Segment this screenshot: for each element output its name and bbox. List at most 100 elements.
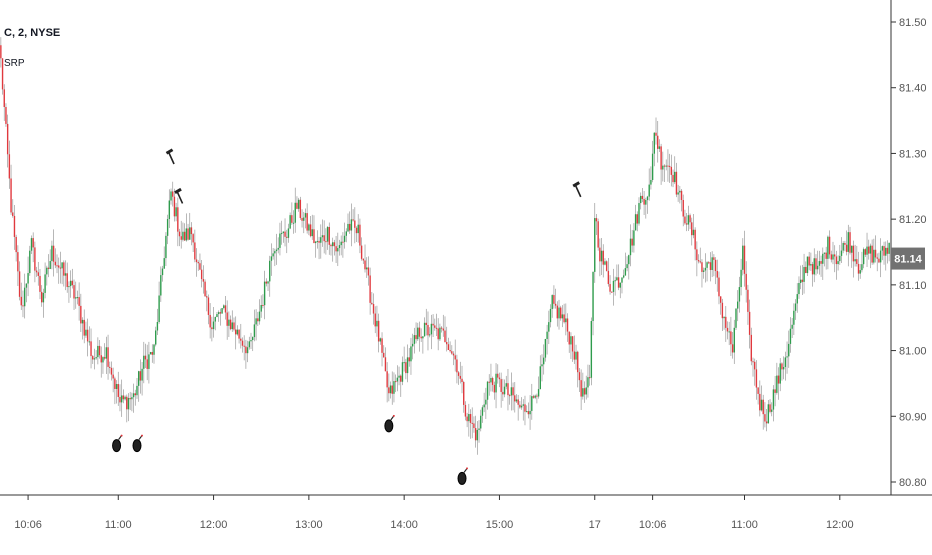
- candle-body: [845, 244, 848, 252]
- candle: [619, 282, 621, 299]
- candle: [697, 254, 700, 264]
- candle: [195, 248, 198, 277]
- price-axis[interactable]: 81.50 81.40 81.30 81.20 81.10 81.00 80.90 80.80: [891, 17, 927, 489]
- candle: [793, 303, 795, 336]
- candle-body: [471, 422, 473, 424]
- candle: [253, 309, 256, 342]
- candle: [799, 265, 802, 290]
- candle: [745, 261, 747, 303]
- candle: [811, 261, 814, 287]
- candle-body: [146, 359, 148, 369]
- candle-body: [522, 404, 524, 406]
- candle: [224, 295, 227, 320]
- candle: [85, 321, 87, 338]
- candle-body: [161, 268, 164, 276]
- candle: [54, 248, 57, 269]
- candle: [461, 365, 463, 394]
- candle-body: [781, 363, 783, 370]
- candle: [519, 400, 521, 409]
- candle: [609, 275, 611, 295]
- candle-body: [762, 399, 764, 415]
- candle: [808, 251, 810, 271]
- candle: [840, 237, 843, 264]
- candle: [818, 250, 821, 275]
- candle-body: [617, 277, 620, 288]
- candle-body: [56, 265, 58, 267]
- candle-body: [228, 319, 230, 326]
- candle-body: [240, 338, 242, 341]
- candle: [384, 347, 387, 372]
- candle-body: [291, 215, 293, 223]
- candle-body: [393, 381, 395, 394]
- candle-body: [594, 218, 596, 272]
- candle: [801, 264, 804, 295]
- candle: [633, 223, 635, 253]
- candle-body: [185, 228, 188, 241]
- candle: [325, 228, 327, 255]
- candle-body: [37, 272, 39, 276]
- candle: [474, 415, 477, 448]
- candle-body: [571, 336, 574, 352]
- candle-body: [294, 202, 296, 223]
- hammer-handle: [168, 152, 175, 165]
- candle: [542, 344, 545, 375]
- candle-body: [349, 223, 351, 231]
- candle-body: [59, 267, 62, 269]
- candle-body: [799, 279, 802, 283]
- candle: [177, 197, 179, 247]
- candle-body: [736, 301, 739, 309]
- hammer-marker: [174, 187, 184, 204]
- candle: [5, 103, 7, 127]
- time-axis[interactable]: 10:06 11:00 12:00 13:00 14:00 15:00 17 10:06 11:…: [14, 495, 854, 531]
- candle-body: [233, 322, 235, 330]
- candle: [667, 149, 669, 182]
- candle: [577, 350, 579, 388]
- candle: [161, 265, 164, 282]
- candle-body: [565, 318, 567, 323]
- candle-body: [212, 321, 215, 330]
- candle: [350, 203, 353, 247]
- candle-body: [354, 220, 356, 228]
- candle: [878, 252, 880, 264]
- candle-body: [706, 262, 708, 268]
- bomb-marker: [112, 434, 123, 453]
- candle-body: [391, 385, 393, 394]
- candle-body: [236, 329, 239, 335]
- candle: [624, 252, 627, 276]
- candle-body: [97, 345, 99, 358]
- candle-body: [364, 260, 366, 270]
- candle-body: [502, 391, 504, 395]
- candle-body: [840, 250, 843, 256]
- candle-body: [289, 215, 291, 229]
- candle: [706, 261, 708, 282]
- candle-body: [379, 338, 382, 342]
- candle: [76, 290, 79, 305]
- candle-body: [648, 184, 650, 197]
- candle-body: [481, 407, 484, 416]
- candle-body: [73, 285, 75, 299]
- candle-body: [643, 198, 645, 205]
- candle: [481, 405, 484, 423]
- candle-body: [835, 256, 838, 265]
- candle: [25, 283, 28, 303]
- candle-body: [29, 250, 31, 274]
- candle-body: [381, 338, 383, 353]
- candle-body: [752, 361, 754, 363]
- candle-body: [442, 328, 444, 331]
- candle: [845, 230, 848, 256]
- candle: [514, 382, 516, 413]
- candle: [107, 334, 109, 380]
- candle-body: [767, 404, 770, 424]
- candle-body: [313, 229, 315, 244]
- candle: [75, 281, 77, 309]
- candle: [1, 57, 4, 95]
- candle: [292, 210, 295, 234]
- candle-body: [148, 354, 150, 369]
- candle: [616, 264, 618, 281]
- candle: [434, 318, 436, 331]
- candle: [639, 192, 642, 210]
- candle: [105, 336, 108, 375]
- candle: [711, 251, 713, 278]
